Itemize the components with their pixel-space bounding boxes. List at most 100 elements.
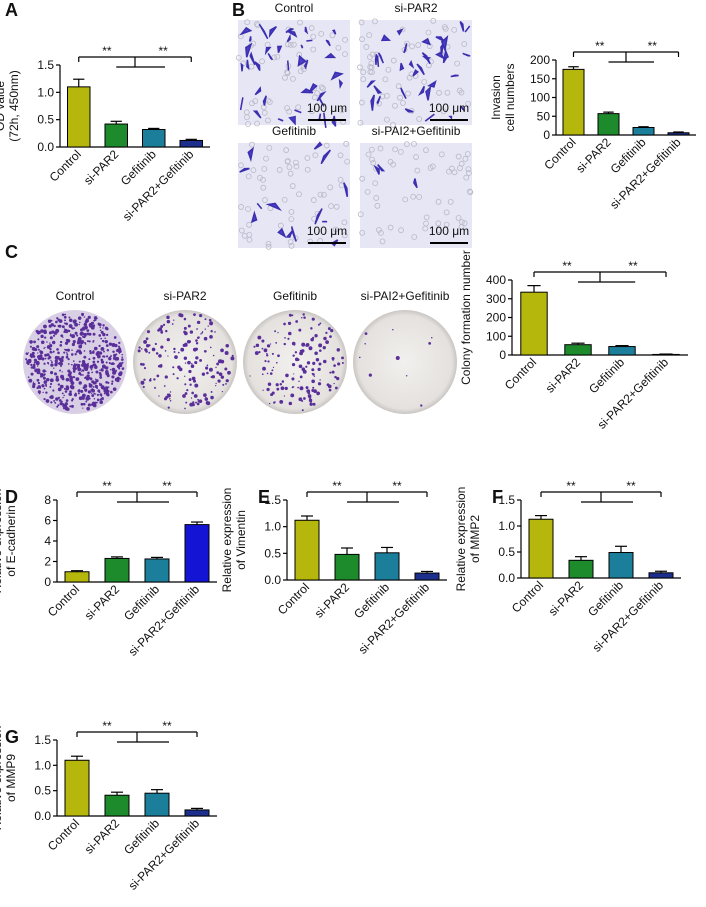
- colony: [80, 328, 83, 332]
- colony: [86, 340, 89, 343]
- stained-cell: [252, 110, 262, 119]
- colony: [67, 363, 70, 365]
- bar: [104, 557, 130, 583]
- cell: [425, 29, 432, 36]
- cell: [416, 116, 423, 122]
- colony: [67, 369, 71, 373]
- colony: [142, 363, 145, 366]
- colony: [48, 324, 52, 328]
- colony: [295, 320, 299, 323]
- stained-cell: [286, 60, 290, 71]
- y-axis-label: Invasion: [489, 75, 503, 120]
- colony: [277, 354, 280, 358]
- stained-cell: [320, 149, 331, 165]
- cell: [456, 87, 463, 94]
- colony: [190, 364, 195, 368]
- colony: [72, 367, 75, 370]
- colony: [74, 331, 78, 335]
- bar: [144, 558, 170, 583]
- colony: [160, 345, 164, 349]
- colony: [84, 376, 87, 379]
- colony: [87, 371, 90, 375]
- colony: [108, 342, 113, 346]
- colony: [74, 353, 77, 356]
- colony: [105, 340, 108, 343]
- cell: [374, 202, 381, 209]
- colony: [110, 355, 113, 358]
- colony: [55, 328, 60, 333]
- colony: [76, 340, 81, 345]
- stained-cell: [331, 29, 337, 35]
- stained-cell: [380, 34, 392, 42]
- colony: [275, 341, 278, 344]
- cell: [266, 99, 273, 105]
- y-axis-label: cell numbers: [503, 63, 517, 131]
- colony: [98, 344, 101, 348]
- colony: [85, 318, 89, 322]
- bar: [142, 129, 166, 148]
- colony: [59, 384, 64, 389]
- colony: [46, 353, 50, 357]
- stained-cell: [399, 62, 405, 72]
- colony: [104, 337, 106, 340]
- colony: [82, 326, 85, 328]
- colony: [395, 355, 400, 360]
- colony: [54, 359, 58, 363]
- colony: [83, 355, 87, 359]
- stained-cell: [450, 74, 459, 78]
- colony: [33, 358, 37, 362]
- y-tick-label: 1.0: [34, 758, 51, 772]
- colony: [195, 342, 199, 345]
- panel-letter: C: [5, 242, 18, 262]
- colony: [80, 351, 83, 353]
- colony: [99, 369, 101, 372]
- colony: [29, 340, 33, 344]
- colony: [117, 349, 122, 354]
- cell: [286, 108, 293, 115]
- colony: [294, 357, 299, 362]
- bar: [64, 571, 90, 583]
- colony: [115, 369, 117, 372]
- colony: [169, 391, 172, 393]
- colony: [100, 394, 103, 397]
- colony: [307, 391, 311, 395]
- colony: [188, 340, 192, 343]
- colony: [110, 390, 113, 394]
- y-axis-label: Relative expression: [454, 487, 468, 592]
- cell: [284, 69, 290, 75]
- colony: [66, 407, 70, 411]
- significance: **: [392, 479, 402, 493]
- colony: [309, 402, 313, 406]
- colony: [87, 390, 91, 394]
- colony: [77, 350, 79, 353]
- colony: [266, 352, 268, 355]
- cell: [312, 152, 319, 159]
- colony: [50, 359, 52, 362]
- bar: [179, 139, 203, 148]
- stained-cell: [376, 95, 381, 105]
- cell: [249, 100, 255, 107]
- colony: [183, 331, 188, 336]
- cell: [277, 222, 284, 229]
- y-tick-label: 0.0: [37, 140, 54, 154]
- colony: [294, 351, 298, 354]
- colony: [303, 316, 306, 319]
- colony: [86, 394, 90, 399]
- cell: [288, 216, 295, 223]
- colony: [78, 396, 83, 401]
- y-tick-label: 0: [44, 575, 51, 589]
- colony: [148, 351, 151, 354]
- colony: [70, 404, 74, 408]
- cell: [379, 238, 386, 245]
- colony: [266, 344, 271, 348]
- colony: [145, 343, 150, 348]
- y-tick-label: 0.0: [498, 571, 515, 585]
- stained-cell: [421, 55, 432, 61]
- y-axis-label: Relative expression: [0, 489, 4, 594]
- cell: [365, 151, 372, 158]
- stained-cell: [400, 87, 407, 99]
- colony: [215, 384, 217, 387]
- colony: [88, 358, 91, 361]
- colony: [140, 348, 143, 350]
- colony: [63, 351, 66, 354]
